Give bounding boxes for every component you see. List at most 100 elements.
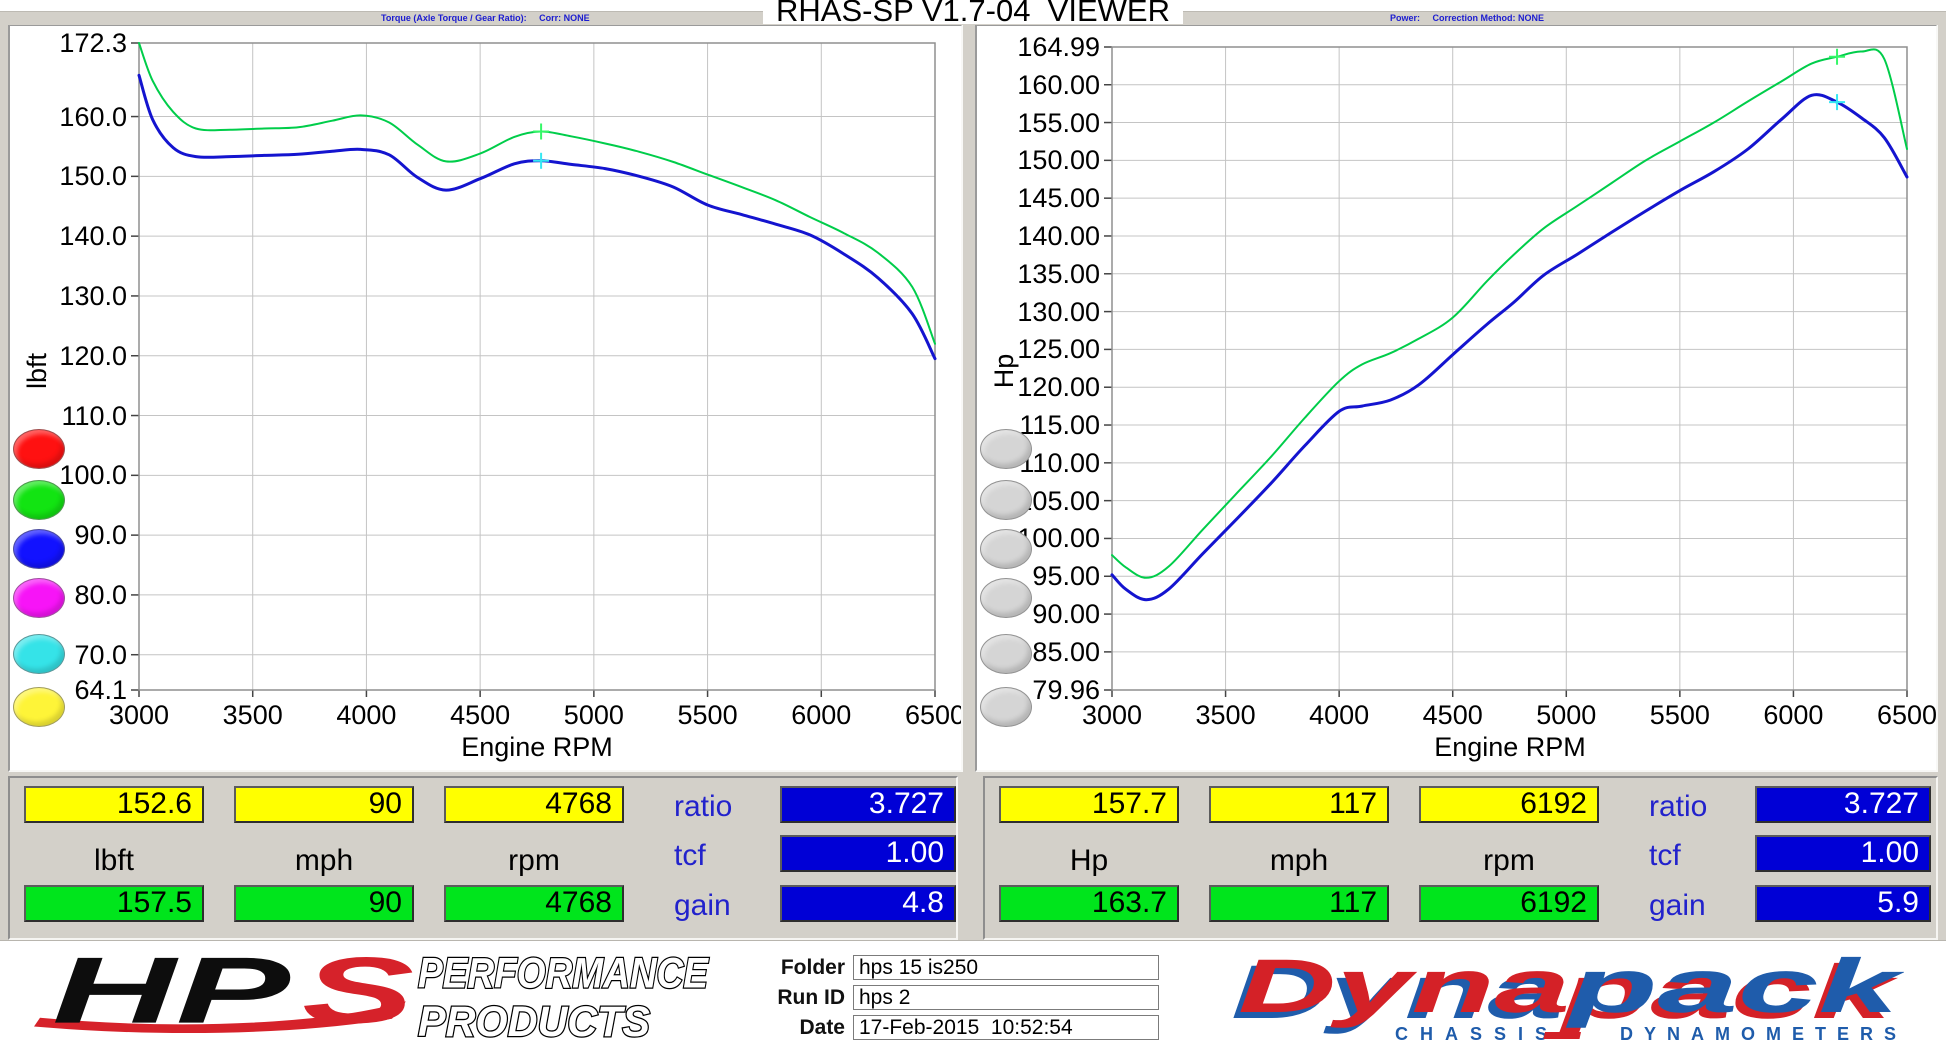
- y-tick-label: 100.0: [59, 460, 127, 491]
- y-tick-label: 120.00: [1017, 372, 1100, 403]
- date-row: Date 17-Feb-2015 10:52:54: [640, 1015, 1159, 1045]
- power-cursor-value-box: 157.7: [999, 786, 1179, 823]
- power-plot-area[interactable]: 164.99 160.00 155.00 150.00 145.00 140.00 135.…: [977, 26, 1936, 770]
- rpm-unit-label: rpm: [1483, 844, 1535, 877]
- legend-dot-blue[interactable]: [13, 529, 65, 569]
- y-tick-label: 135.00: [1017, 258, 1100, 289]
- y-tick-label: 64.1: [74, 675, 127, 705]
- y-tick-label: 172.3: [59, 28, 127, 58]
- hps-swoosh: [34, 1001, 406, 1034]
- y-tick-label: 140.00: [1017, 220, 1100, 251]
- torque-chart-panel: lbft 172.3 160.0 150.0 140.0 130.0 120.0 110.0…: [8, 24, 963, 772]
- header-bar: Torque (Axle Torque / Gear Ratio): Corr:…: [0, 0, 1946, 25]
- run-id-label: Run ID: [777, 985, 845, 1009]
- ratio-label: ratio: [674, 790, 733, 823]
- ratio-label: ratio: [1649, 790, 1708, 823]
- y-tick-label: 130.00: [1017, 296, 1100, 327]
- run-id-row: Run ID hps 2: [640, 985, 1159, 1015]
- y-tick-label: 79.96: [1032, 675, 1100, 705]
- x-tick-label: 4500: [1422, 700, 1483, 730]
- x-tick-label: 3500: [222, 700, 283, 730]
- window-title: RHAS-SP V1.7-04 VIEWER: [776, 0, 1170, 24]
- y-tick-label: 130.0: [59, 280, 127, 311]
- y-tick-label: 120.0: [59, 340, 127, 371]
- y-tick-label: 90.00: [1032, 599, 1100, 630]
- plot-border: [1111, 46, 1908, 691]
- tcf-value-box: 1.00: [780, 835, 956, 872]
- hps-performance-text: PERFORMANCE: [418, 950, 709, 997]
- y-tick-label: 160.00: [1017, 69, 1100, 100]
- date-input[interactable]: 17-Feb-2015 10:52:54: [853, 1015, 1159, 1040]
- torque-run-rpm-box: 4768: [444, 885, 624, 922]
- y-tick-label: 70.0: [74, 639, 127, 670]
- green-run-power-curve: [1111, 48, 1908, 579]
- legend-dot-green[interactable]: [13, 480, 65, 520]
- tcf-value-box: 1.00: [1755, 835, 1931, 872]
- power-run-value-box: 163.7: [999, 885, 1179, 922]
- legend-dot-cyan[interactable]: [13, 634, 65, 674]
- legend-dot-gray-4[interactable]: [980, 578, 1032, 618]
- hps-logo: HP S PERFORMANCE PRODUCTS: [34, 947, 710, 1044]
- gain-value-box: 5.9: [1755, 885, 1931, 922]
- dynapack-dash: [1543, 1032, 1581, 1039]
- legend-dot-gray-1[interactable]: [980, 429, 1032, 469]
- power-run-mph-box: 117: [1209, 885, 1389, 922]
- legend-dot-yellow[interactable]: [13, 687, 65, 727]
- dynapack-logo: Dyna Dyna pack pack CHASSIS DYNAMOMETERS: [1232, 952, 1904, 1044]
- power-cursor-mph-box: 117: [1209, 786, 1389, 823]
- x-tick-label: 5500: [677, 700, 738, 730]
- folder-input[interactable]: hps 15 is250: [853, 955, 1159, 980]
- y-tick-label: 80.0: [74, 579, 127, 610]
- y-tick-label: 110.0: [61, 400, 127, 431]
- legend-dot-gray-6[interactable]: [980, 687, 1032, 727]
- y-tick-label: 150.00: [1017, 145, 1100, 176]
- torque-run-mph-box: 90: [234, 885, 414, 922]
- mph-unit-label: mph: [1269, 844, 1329, 877]
- dynapack-dyna-shadow: Dyna: [1232, 952, 1563, 1035]
- ratio-value-box: 3.727: [780, 786, 956, 823]
- gain-label: gain: [674, 889, 731, 922]
- chart-canvas: [1104, 46, 1909, 697]
- tcf-label: tcf: [674, 839, 706, 872]
- power-x-axis-label: Engine RPM: [1434, 732, 1586, 762]
- torque-cursor-value-box: 152.6: [24, 786, 204, 823]
- torque-plot-area[interactable]: 172.3 160.0 150.0 140.0 130.0 120.0 110.0 100.0…: [10, 26, 961, 770]
- plot-border: [138, 42, 936, 691]
- gain-value-box: 4.8: [780, 885, 956, 922]
- y-tick-label: 115.00: [1019, 410, 1100, 441]
- y-tick-label: 125.00: [1017, 334, 1100, 365]
- blue-run-power-curve: [1110, 93, 1909, 602]
- y-tick-label: 164.99: [1017, 32, 1100, 62]
- torque-unit-label: lbft: [93, 844, 135, 877]
- dynapack-pack-shadow: pack: [1558, 952, 1899, 1035]
- y-tick-label: 145.00: [1017, 183, 1100, 214]
- power-cursor-rpm-box: 6192: [1419, 786, 1599, 823]
- legend-dot-gray-3[interactable]: [980, 529, 1032, 569]
- footer-bar: HP S PERFORMANCE PRODUCTS Folder hps 15 i…: [0, 940, 1946, 1048]
- y-tick-label: 155.00: [1017, 107, 1100, 138]
- y-tick-label: 85.00: [1032, 636, 1100, 667]
- window-title-box: RHAS-SP V1.7-04 VIEWER: [763, 0, 1183, 24]
- y-tick-label: 90.0: [74, 520, 127, 551]
- x-tick-label: 4000: [1309, 700, 1370, 730]
- legend-dot-red[interactable]: [13, 429, 65, 469]
- power-run-rpm-box: 6192: [1419, 885, 1599, 922]
- legend-dot-magenta[interactable]: [13, 578, 65, 618]
- x-tick-label: 6500: [904, 700, 963, 730]
- rpm-unit-label: rpm: [508, 844, 560, 877]
- x-tick-label: 4000: [336, 700, 397, 730]
- run-id-input[interactable]: hps 2: [853, 985, 1159, 1010]
- x-tick-label: 6000: [1763, 700, 1824, 730]
- torque-run-value-box: 157.5: [24, 885, 204, 922]
- y-tick-label: 160.0: [59, 101, 127, 132]
- power-chart-panel: Hp 164.99 160.00 155.00 150.00 145.00 140.00 1…: [975, 24, 1938, 772]
- legend-dot-gray-5[interactable]: [980, 634, 1032, 674]
- torque-x-axis-label: Engine RPM: [461, 732, 613, 762]
- x-tick-label: 4500: [450, 700, 511, 730]
- x-tick-label: 5500: [1649, 700, 1710, 730]
- hps-s-letter: S: [302, 947, 414, 1043]
- legend-dot-gray-2[interactable]: [980, 480, 1032, 520]
- hps-hp-letters: HP: [52, 947, 290, 1043]
- torque-cursor-mph-box: 90: [234, 786, 414, 823]
- green-run-torque-curve: [138, 42, 936, 345]
